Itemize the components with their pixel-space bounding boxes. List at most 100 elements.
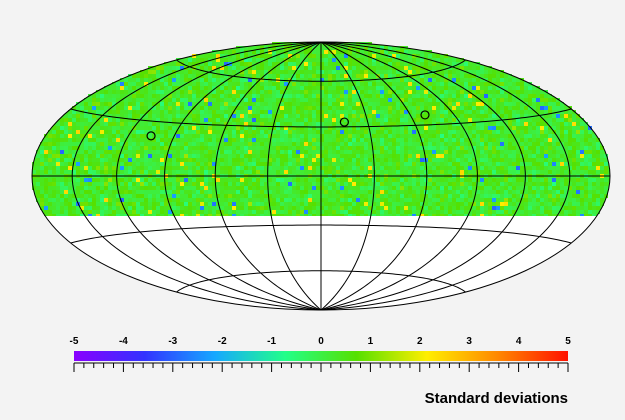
skymap-cell	[112, 118, 116, 122]
skymap-cell	[424, 106, 428, 110]
skymap-cell	[544, 150, 548, 154]
skymap-cell	[100, 130, 104, 134]
skymap-cell	[144, 162, 148, 166]
skymap-cell	[452, 162, 456, 166]
skymap-cell	[288, 182, 292, 186]
skymap-cell	[56, 166, 60, 170]
skymap-cell	[92, 118, 96, 122]
skymap-cell	[412, 150, 416, 154]
skymap-cell	[508, 122, 512, 126]
skymap-cell	[428, 162, 432, 166]
skymap-cell	[248, 182, 252, 186]
skymap-cell	[220, 78, 224, 82]
skymap-cell	[416, 110, 420, 114]
skymap-cell	[404, 98, 408, 102]
skymap-cell	[552, 98, 556, 102]
skymap-cell	[524, 134, 528, 138]
skymap-cell	[544, 198, 548, 202]
skymap-cell	[404, 66, 408, 70]
skymap-cell	[604, 154, 608, 158]
skymap-cell	[312, 126, 316, 130]
skymap-cell	[92, 182, 96, 186]
skymap-cell	[500, 102, 504, 106]
skymap-cell	[328, 182, 332, 186]
skymap-cell	[460, 134, 464, 138]
skymap-cell	[464, 122, 468, 126]
skymap-cell	[72, 118, 76, 122]
skymap-cell	[316, 62, 320, 66]
skymap-cell	[200, 206, 204, 210]
skymap-cell	[56, 122, 60, 126]
skymap-cell	[104, 178, 108, 182]
skymap-cell	[372, 94, 376, 98]
skymap-cell	[296, 94, 300, 98]
skymap-cell	[276, 130, 280, 134]
skymap-cell	[140, 206, 144, 210]
skymap-cell	[296, 150, 300, 154]
skymap-cell	[168, 114, 172, 118]
skymap-cell	[168, 134, 172, 138]
skymap-cell	[184, 94, 188, 98]
skymap-cell	[532, 162, 536, 166]
skymap-cell	[256, 82, 260, 86]
skymap-cell	[52, 202, 56, 206]
skymap-cell	[80, 118, 84, 122]
skymap-cell	[400, 114, 404, 118]
skymap-cell	[368, 114, 372, 118]
skymap-cell	[112, 182, 116, 186]
skymap-cell	[60, 158, 64, 162]
skymap-cell	[144, 166, 148, 170]
skymap-cell	[300, 198, 304, 202]
skymap-cell	[76, 158, 80, 162]
skymap-cell	[368, 158, 372, 162]
skymap-cell	[380, 126, 384, 130]
skymap-cell	[164, 166, 168, 170]
skymap-cell	[504, 78, 508, 82]
skymap-cell	[72, 106, 76, 110]
skymap-cell	[168, 82, 172, 86]
skymap-cell	[388, 70, 392, 74]
skymap-cell	[440, 126, 444, 130]
skymap-cell	[364, 130, 368, 134]
skymap-cell	[220, 178, 224, 182]
skymap-cell	[452, 114, 456, 118]
skymap-cell	[188, 62, 192, 66]
skymap-cell	[44, 186, 48, 190]
skymap-cell	[240, 186, 244, 190]
skymap-cell	[136, 170, 140, 174]
skymap-cell	[84, 190, 88, 194]
skymap-cell	[352, 158, 356, 162]
skymap-cell	[420, 130, 424, 134]
skymap-cell	[372, 202, 376, 206]
skymap-cell	[492, 162, 496, 166]
skymap-cell	[404, 206, 408, 210]
skymap-cell	[296, 178, 300, 182]
skymap-cell	[452, 182, 456, 186]
skymap-cell	[292, 150, 296, 154]
skymap-cell	[388, 146, 392, 150]
skymap-cell	[264, 110, 268, 114]
skymap-cell	[580, 166, 584, 170]
skymap-cell	[460, 170, 464, 174]
skymap-cell	[264, 202, 268, 206]
skymap-cell	[420, 78, 424, 82]
skymap-cell	[464, 82, 468, 86]
skymap-cell	[484, 154, 488, 158]
skymap-cell	[416, 102, 420, 106]
skymap-cell	[356, 186, 360, 190]
skymap-cell	[232, 94, 236, 98]
skymap-cell	[340, 82, 344, 86]
skymap-cell	[400, 186, 404, 190]
skymap-cell	[428, 86, 432, 90]
skymap-cell	[92, 146, 96, 150]
skymap-cell	[320, 54, 324, 58]
skymap-cell	[392, 142, 396, 146]
skymap-cell	[384, 70, 388, 74]
skymap-cell	[592, 170, 596, 174]
skymap-cell	[524, 190, 528, 194]
skymap-cell	[268, 74, 272, 78]
skymap-cell	[208, 206, 212, 210]
skymap-cell	[316, 74, 320, 78]
skymap-cell	[360, 106, 364, 110]
skymap-cell	[408, 122, 412, 126]
